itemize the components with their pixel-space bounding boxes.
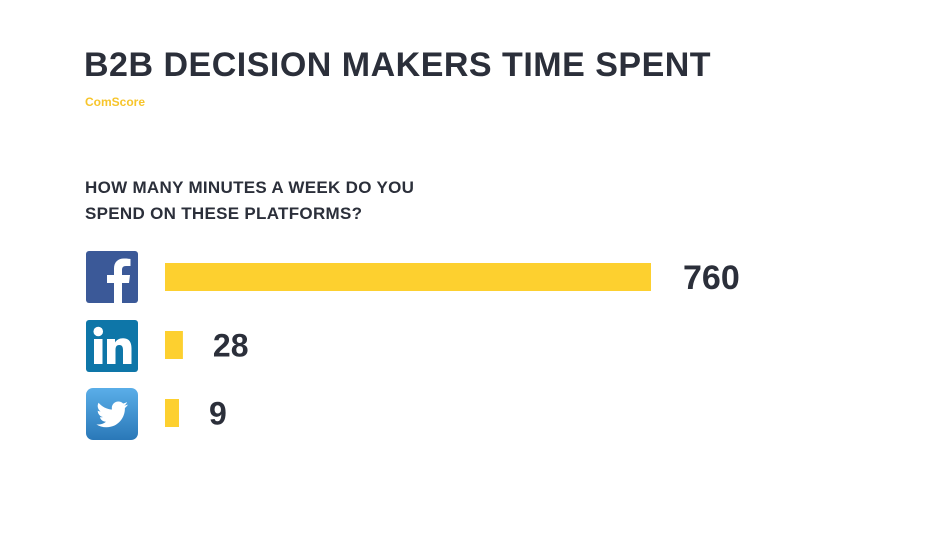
source-label: ComScore: [85, 95, 146, 109]
facebook-icon: [86, 251, 138, 303]
value-label-facebook: 760: [683, 259, 740, 297]
bar-facebook: [165, 263, 651, 291]
linkedin-icon: [86, 320, 138, 372]
twitter-icon: [86, 388, 138, 440]
chart-title: B2B DECISION MAKERS TIME SPENT: [84, 46, 712, 84]
question-line-2: SPEND ON THESE PLATFORMS?: [85, 204, 363, 223]
chart-question: HOW MANY MINUTES A WEEK DO YOU SPEND ON …: [85, 175, 565, 227]
value-labels-group: 760 28 9: [209, 259, 740, 431]
bar-linkedin: [165, 331, 183, 359]
value-label-linkedin: 28: [213, 328, 249, 364]
bars-group: [165, 263, 651, 427]
value-label-twitter: 9: [209, 396, 227, 432]
bar-twitter: [165, 399, 179, 427]
question-line-1: HOW MANY MINUTES A WEEK DO YOU: [85, 178, 415, 197]
